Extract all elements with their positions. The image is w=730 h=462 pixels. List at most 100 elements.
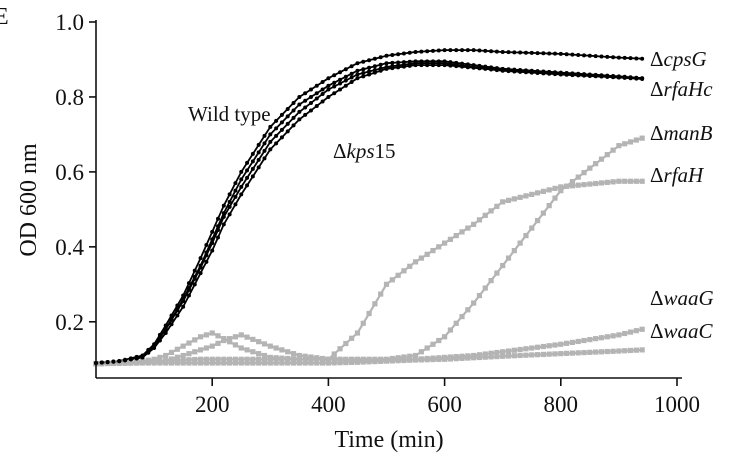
data-point-rfahc (314, 91, 319, 96)
data-point-cpsg (396, 52, 401, 57)
data-point-waag (174, 354, 180, 360)
data-point-rfah (401, 268, 407, 274)
data-point-kps15 (616, 75, 621, 80)
data-point-wild-type (204, 253, 209, 258)
series-line-rfahc (95, 60, 643, 364)
data-point-wild-type (175, 308, 180, 313)
series-label-waaC: ΔwaaC (650, 319, 714, 343)
data-point-rfah (296, 356, 302, 362)
data-point-waac (494, 353, 500, 360)
data-point-manb (453, 320, 459, 326)
data-point-cpsg (262, 133, 267, 138)
data-point-kps15 (169, 322, 174, 327)
data-point-waac (261, 360, 268, 366)
data-point-rfah (517, 194, 523, 200)
data-point-waag (221, 337, 227, 344)
data-point-waag (552, 342, 558, 348)
data-point-kps15 (308, 108, 313, 113)
data-point-rfah (436, 244, 442, 250)
data-point-cpsg (204, 242, 209, 247)
data-point-kps15 (535, 70, 540, 75)
data-point-kps15 (401, 64, 406, 69)
x-tick-label: 1000 (654, 392, 700, 417)
data-point-waac (279, 360, 285, 366)
data-point-manb (250, 349, 256, 355)
data-point-cpsg (192, 268, 197, 273)
data-point-waag (529, 345, 535, 351)
data-point-waac (366, 359, 372, 365)
data-point-cpsg (372, 56, 377, 61)
data-point-kps15 (338, 87, 343, 92)
data-point-kps15 (239, 192, 244, 197)
data-point-waac (343, 359, 349, 366)
data-point-waac (558, 351, 564, 357)
data-point-waag (279, 347, 285, 353)
data-point-rfahc (361, 67, 366, 72)
data-point-kps15 (175, 313, 180, 318)
data-point-waac (552, 351, 558, 357)
data-point-manb (168, 349, 175, 355)
y-axis-ticks: 0.2 0.4 0.6 0.8 1.0 (55, 10, 96, 335)
data-point-waac (139, 360, 146, 366)
data-point-wild-type (245, 175, 250, 180)
data-point-cpsg (320, 79, 325, 84)
data-point-cpsg (308, 87, 313, 92)
data-point-cpsg (529, 50, 534, 55)
data-point-manb (163, 352, 169, 359)
data-point-cpsg (291, 100, 296, 105)
data-point-rfah (174, 357, 180, 363)
data-point-rfah (209, 356, 215, 362)
data-point-kps15 (570, 73, 575, 78)
data-point-waag (564, 340, 570, 346)
data-point-waac (523, 352, 529, 358)
data-point-waac (134, 360, 140, 366)
data-point-kps15 (518, 69, 523, 74)
x-tick-label: 800 (544, 392, 579, 417)
data-point-cpsg (285, 106, 290, 111)
data-point-cpsg (256, 142, 261, 147)
data-point-rfah (349, 335, 355, 341)
data-point-rfah (256, 356, 262, 362)
data-point-waac (616, 348, 622, 354)
data-point-cpsg (367, 58, 372, 63)
data-point-cpsg (332, 73, 337, 78)
data-point-rfah (412, 259, 419, 265)
data-point-manb (558, 188, 564, 194)
data-point-rfah (476, 217, 483, 223)
data-point-rfahc (279, 120, 284, 125)
data-point-cpsg (477, 48, 482, 53)
data-point-waag (500, 349, 506, 355)
x-axis-title: Time (min) (334, 427, 443, 453)
data-point-manb (180, 343, 186, 349)
data-point-cpsg (157, 332, 162, 337)
data-point-waac (412, 357, 419, 363)
data-point-cpsg (518, 50, 523, 55)
data-point-waac (476, 354, 483, 361)
data-point-kps15 (326, 94, 331, 99)
data-point-wild-type (279, 127, 284, 132)
data-point-wild-type (216, 227, 221, 232)
data-point-rfahc (274, 126, 279, 131)
data-point-waac (430, 356, 436, 363)
data-point-cpsg (430, 48, 435, 53)
data-point-waac (174, 360, 180, 366)
data-point-cpsg (338, 70, 343, 75)
data-point-manb (418, 349, 424, 355)
data-point-rfah (494, 203, 500, 209)
data-point-waac (517, 352, 523, 359)
data-point-cpsg (552, 51, 557, 56)
data-point-rfah (529, 191, 535, 197)
data-point-waag (598, 335, 605, 341)
data-point-waag (308, 354, 314, 360)
data-point-cpsg (384, 53, 389, 58)
data-point-rfah (343, 340, 349, 347)
data-point-cpsg (419, 49, 424, 54)
data-point-rfahc (332, 80, 337, 85)
data-point-kps15 (349, 79, 354, 84)
data-point-waac (593, 349, 599, 355)
data-point-waac (290, 360, 297, 366)
data-point-cpsg (326, 76, 331, 81)
data-point-rfahc (384, 61, 389, 66)
data-point-cpsg (436, 48, 441, 53)
data-point-cpsg (239, 169, 244, 174)
